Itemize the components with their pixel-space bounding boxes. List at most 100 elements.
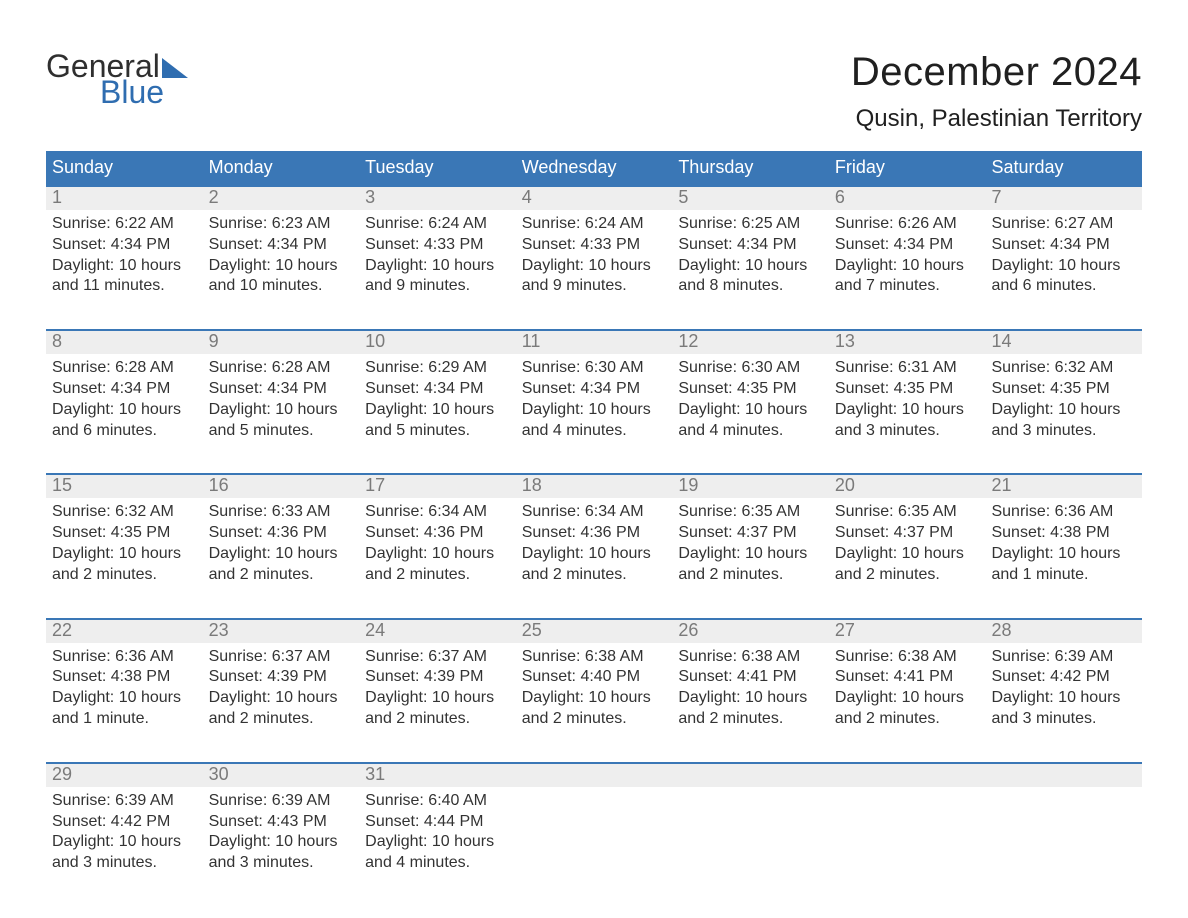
sunset-text: Sunset: 4:44 PM xyxy=(365,812,510,833)
page-title: December 2024 xyxy=(851,50,1142,95)
daylight-text: Daylight: 10 hours and 5 minutes. xyxy=(209,400,354,442)
sunset-text: Sunset: 4:36 PM xyxy=(365,523,510,544)
day-details: Sunrise: 6:24 AMSunset: 4:33 PMDaylight:… xyxy=(516,210,673,297)
day-number: 12 xyxy=(672,331,829,354)
sunset-text: Sunset: 4:34 PM xyxy=(209,379,354,400)
sunset-text: Sunset: 4:40 PM xyxy=(522,667,667,688)
day-details: Sunrise: 6:39 AMSunset: 4:42 PMDaylight:… xyxy=(985,643,1142,730)
day-number: 14 xyxy=(985,331,1142,354)
sunset-text: Sunset: 4:42 PM xyxy=(991,667,1136,688)
sunrise-text: Sunrise: 6:30 AM xyxy=(678,358,823,379)
day-details-row: Sunrise: 6:39 AMSunset: 4:42 PMDaylight:… xyxy=(46,787,1142,906)
day-number xyxy=(829,764,986,787)
sunset-text: Sunset: 4:39 PM xyxy=(209,667,354,688)
sunrise-text: Sunrise: 6:28 AM xyxy=(52,358,197,379)
day-details: Sunrise: 6:37 AMSunset: 4:39 PMDaylight:… xyxy=(203,643,360,730)
week-block: 293031 Sunrise: 6:39 AMSunset: 4:42 PMDa… xyxy=(46,762,1142,906)
day-details: Sunrise: 6:32 AMSunset: 4:35 PMDaylight:… xyxy=(46,498,203,585)
title-block: December 2024 Qusin, Palestinian Territo… xyxy=(851,50,1142,133)
daylight-text: Daylight: 10 hours and 2 minutes. xyxy=(678,544,823,586)
calendar: Sunday Monday Tuesday Wednesday Thursday… xyxy=(46,151,1142,906)
day-number: 29 xyxy=(46,764,203,787)
sunset-text: Sunset: 4:34 PM xyxy=(52,379,197,400)
day-number-row: 1234567 xyxy=(46,187,1142,210)
day-details: Sunrise: 6:38 AMSunset: 4:41 PMDaylight:… xyxy=(672,643,829,730)
dow-tuesday: Tuesday xyxy=(359,151,516,185)
daylight-text: Daylight: 10 hours and 3 minutes. xyxy=(991,688,1136,730)
daylight-text: Daylight: 10 hours and 2 minutes. xyxy=(209,688,354,730)
daylight-text: Daylight: 10 hours and 2 minutes. xyxy=(522,688,667,730)
day-number: 27 xyxy=(829,620,986,643)
day-number-row: 15161718192021 xyxy=(46,475,1142,498)
daylight-text: Daylight: 10 hours and 2 minutes. xyxy=(365,544,510,586)
logo-word2: Blue xyxy=(100,76,188,108)
day-number: 3 xyxy=(359,187,516,210)
day-details xyxy=(985,787,1142,874)
day-details: Sunrise: 6:24 AMSunset: 4:33 PMDaylight:… xyxy=(359,210,516,297)
day-details: Sunrise: 6:40 AMSunset: 4:44 PMDaylight:… xyxy=(359,787,516,874)
dow-saturday: Saturday xyxy=(985,151,1142,185)
sunset-text: Sunset: 4:34 PM xyxy=(209,235,354,256)
day-number: 17 xyxy=(359,475,516,498)
sunrise-text: Sunrise: 6:39 AM xyxy=(209,791,354,812)
day-number xyxy=(516,764,673,787)
daylight-text: Daylight: 10 hours and 3 minutes. xyxy=(991,400,1136,442)
daylight-text: Daylight: 10 hours and 2 minutes. xyxy=(209,544,354,586)
day-number: 25 xyxy=(516,620,673,643)
daylight-text: Daylight: 10 hours and 2 minutes. xyxy=(52,544,197,586)
daylight-text: Daylight: 10 hours and 2 minutes. xyxy=(835,544,980,586)
daylight-text: Daylight: 10 hours and 6 minutes. xyxy=(991,256,1136,298)
daylight-text: Daylight: 10 hours and 9 minutes. xyxy=(365,256,510,298)
sunrise-text: Sunrise: 6:27 AM xyxy=(991,214,1136,235)
day-number: 28 xyxy=(985,620,1142,643)
day-details: Sunrise: 6:31 AMSunset: 4:35 PMDaylight:… xyxy=(829,354,986,441)
sunset-text: Sunset: 4:36 PM xyxy=(209,523,354,544)
day-number: 23 xyxy=(203,620,360,643)
sunset-text: Sunset: 4:39 PM xyxy=(365,667,510,688)
daylight-text: Daylight: 10 hours and 6 minutes. xyxy=(52,400,197,442)
day-number: 6 xyxy=(829,187,986,210)
sunrise-text: Sunrise: 6:37 AM xyxy=(209,647,354,668)
sunset-text: Sunset: 4:36 PM xyxy=(522,523,667,544)
sunrise-text: Sunrise: 6:39 AM xyxy=(52,791,197,812)
sunrise-text: Sunrise: 6:36 AM xyxy=(991,502,1136,523)
sunrise-text: Sunrise: 6:38 AM xyxy=(835,647,980,668)
day-number: 8 xyxy=(46,331,203,354)
daylight-text: Daylight: 10 hours and 3 minutes. xyxy=(209,832,354,874)
sunrise-text: Sunrise: 6:24 AM xyxy=(522,214,667,235)
day-details: Sunrise: 6:29 AMSunset: 4:34 PMDaylight:… xyxy=(359,354,516,441)
daylight-text: Daylight: 10 hours and 4 minutes. xyxy=(678,400,823,442)
day-details-row: Sunrise: 6:28 AMSunset: 4:34 PMDaylight:… xyxy=(46,354,1142,473)
daylight-text: Daylight: 10 hours and 3 minutes. xyxy=(835,400,980,442)
day-number: 19 xyxy=(672,475,829,498)
day-number: 7 xyxy=(985,187,1142,210)
day-details: Sunrise: 6:35 AMSunset: 4:37 PMDaylight:… xyxy=(829,498,986,585)
sunrise-text: Sunrise: 6:32 AM xyxy=(52,502,197,523)
day-details: Sunrise: 6:28 AMSunset: 4:34 PMDaylight:… xyxy=(46,354,203,441)
daylight-text: Daylight: 10 hours and 11 minutes. xyxy=(52,256,197,298)
day-details xyxy=(516,787,673,874)
day-details: Sunrise: 6:32 AMSunset: 4:35 PMDaylight:… xyxy=(985,354,1142,441)
sunset-text: Sunset: 4:34 PM xyxy=(678,235,823,256)
sunrise-text: Sunrise: 6:39 AM xyxy=(991,647,1136,668)
sunrise-text: Sunrise: 6:31 AM xyxy=(835,358,980,379)
sunset-text: Sunset: 4:41 PM xyxy=(678,667,823,688)
sunset-text: Sunset: 4:43 PM xyxy=(209,812,354,833)
day-details xyxy=(672,787,829,874)
sunrise-text: Sunrise: 6:38 AM xyxy=(678,647,823,668)
sunrise-text: Sunrise: 6:36 AM xyxy=(52,647,197,668)
sunset-text: Sunset: 4:34 PM xyxy=(52,235,197,256)
daylight-text: Daylight: 10 hours and 3 minutes. xyxy=(52,832,197,874)
day-details: Sunrise: 6:34 AMSunset: 4:36 PMDaylight:… xyxy=(359,498,516,585)
daylight-text: Daylight: 10 hours and 2 minutes. xyxy=(365,688,510,730)
location: Qusin, Palestinian Territory xyxy=(851,105,1142,133)
day-number: 16 xyxy=(203,475,360,498)
logo: General Blue xyxy=(46,50,188,108)
sunrise-text: Sunrise: 6:35 AM xyxy=(835,502,980,523)
day-number: 31 xyxy=(359,764,516,787)
sunset-text: Sunset: 4:35 PM xyxy=(991,379,1136,400)
day-number: 22 xyxy=(46,620,203,643)
sunrise-text: Sunrise: 6:33 AM xyxy=(209,502,354,523)
sunrise-text: Sunrise: 6:37 AM xyxy=(365,647,510,668)
day-details: Sunrise: 6:39 AMSunset: 4:42 PMDaylight:… xyxy=(46,787,203,874)
